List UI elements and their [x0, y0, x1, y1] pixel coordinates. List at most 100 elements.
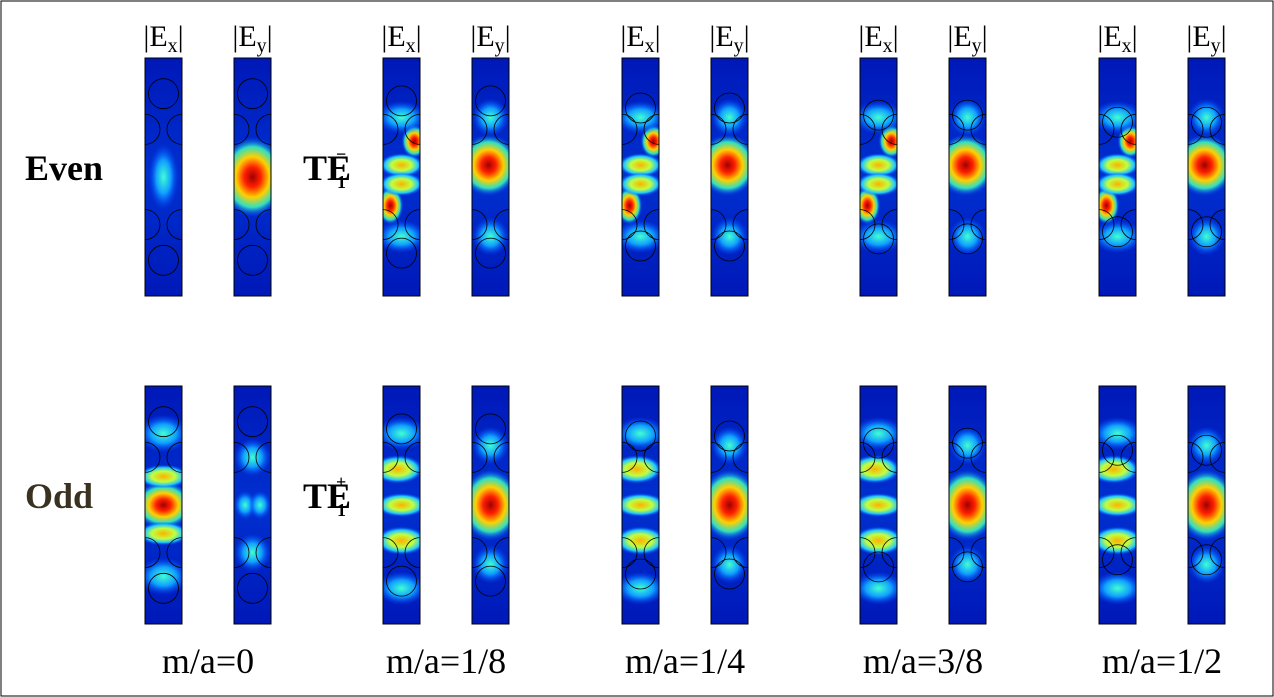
- header-suffix: |: [1221, 20, 1227, 53]
- header-sub: x: [1122, 35, 1132, 57]
- row-label: Odd: [25, 476, 93, 516]
- field-map: [1173, 58, 1240, 296]
- field-blob: [949, 545, 986, 583]
- field-blob: [711, 98, 748, 136]
- field-map: [696, 58, 763, 296]
- field-map: [457, 386, 524, 624]
- header-suffix: |: [1132, 20, 1138, 53]
- header-sub: y: [257, 35, 267, 57]
- parameter-label: m/a=1/8: [386, 641, 506, 681]
- column-header: |Ey|: [709, 20, 749, 57]
- field-map: [130, 58, 197, 296]
- field-map: [607, 386, 674, 624]
- field-map: [845, 386, 912, 624]
- field-blob: [938, 469, 997, 540]
- field-blob: [472, 217, 509, 255]
- field-blob: [461, 469, 520, 540]
- field-blob: [1188, 426, 1225, 464]
- header-sub: y: [1211, 35, 1221, 57]
- field-blob: [949, 217, 986, 255]
- field-blob: [249, 491, 271, 520]
- field-map: [607, 58, 674, 296]
- header-sub: y: [734, 35, 744, 57]
- header-prefix: |E: [858, 20, 882, 53]
- header-prefix: |E: [232, 20, 256, 53]
- field-blob: [949, 426, 986, 464]
- field-blob: [711, 217, 748, 255]
- column-header: |Ex|: [858, 20, 898, 57]
- header-suffix: |: [505, 20, 511, 53]
- header-prefix: |E: [143, 20, 167, 53]
- mode-sub: 1: [337, 500, 346, 520]
- column-header: |Ex|: [1097, 20, 1137, 57]
- mode-sub: 1: [337, 172, 346, 192]
- mode-sup: −: [336, 144, 346, 164]
- header-sub: x: [883, 35, 893, 57]
- parameter-label: m/a=0: [162, 641, 254, 681]
- column-header: |Ex|: [143, 20, 183, 57]
- header-prefix: |E: [1186, 20, 1210, 53]
- header-prefix: |E: [620, 20, 644, 53]
- field-blob: [472, 426, 509, 464]
- field-blob: [856, 172, 900, 196]
- header-suffix: |: [982, 20, 988, 53]
- field-blob: [711, 426, 748, 464]
- field-map: [934, 386, 1001, 624]
- field-map: [219, 58, 286, 296]
- mode-label: TE−1: [303, 144, 351, 192]
- mode-label: TE+1: [303, 472, 351, 520]
- field-map: [845, 58, 912, 296]
- header-prefix: |E: [709, 20, 733, 53]
- header-sub: x: [645, 35, 655, 57]
- content: |Ex||Ey|m/a=0|Ex||Ey|m/a=1/8|Ex||Ey|m/a=…: [25, 20, 1240, 681]
- field-map: [457, 58, 524, 296]
- header-sub: x: [406, 35, 416, 57]
- header-suffix: |: [655, 20, 661, 53]
- field-map: [219, 386, 286, 624]
- header-sub: y: [972, 35, 982, 57]
- header-prefix: |E: [470, 20, 494, 53]
- parameter-label: m/a=3/8: [863, 641, 983, 681]
- column-header: |Ey|: [232, 20, 272, 57]
- field-map: [1084, 386, 1151, 624]
- header-prefix: |E: [1097, 20, 1121, 53]
- header-prefix: |E: [947, 20, 971, 53]
- figure: |Ex||Ey|m/a=0|Ex||Ey|m/a=1/8|Ex||Ey|m/a=…: [0, 0, 1274, 697]
- header-prefix: |E: [381, 20, 405, 53]
- field-blob: [472, 98, 509, 136]
- column-header: |Ey|: [470, 20, 510, 57]
- field-blob: [149, 144, 179, 211]
- header-sub: y: [495, 35, 505, 57]
- header-suffix: |: [893, 20, 899, 53]
- header-suffix: |: [178, 20, 184, 53]
- header-suffix: |: [744, 20, 750, 53]
- field-map: [368, 58, 435, 296]
- header-sub: x: [168, 35, 178, 57]
- field-blob: [234, 438, 271, 476]
- parameter-label: m/a=1/2: [1102, 641, 1222, 681]
- field-map: [696, 386, 763, 624]
- field-blob: [618, 172, 662, 196]
- header-suffix: |: [416, 20, 422, 53]
- field-blob: [711, 545, 748, 583]
- field-blob: [1095, 172, 1139, 196]
- field-blob: [1188, 545, 1225, 583]
- field-blob: [949, 98, 986, 136]
- row-label: Even: [25, 148, 103, 188]
- field-map: [130, 386, 197, 624]
- field-map: [368, 386, 435, 624]
- mode-sup: +: [336, 472, 346, 492]
- field-map: [1084, 58, 1151, 296]
- column-header: |Ey|: [947, 20, 987, 57]
- parameter-label: m/a=1/4: [625, 641, 745, 681]
- column-header: |Ey|: [1186, 20, 1226, 57]
- field-map: [934, 58, 1001, 296]
- field-blob: [379, 172, 423, 196]
- field-map: [1173, 386, 1240, 624]
- column-header: |Ex|: [620, 20, 660, 57]
- field-blob: [219, 137, 286, 218]
- field-blob: [1188, 98, 1225, 136]
- field-blob: [234, 534, 271, 572]
- header-suffix: |: [267, 20, 273, 53]
- field-blob: [472, 545, 509, 583]
